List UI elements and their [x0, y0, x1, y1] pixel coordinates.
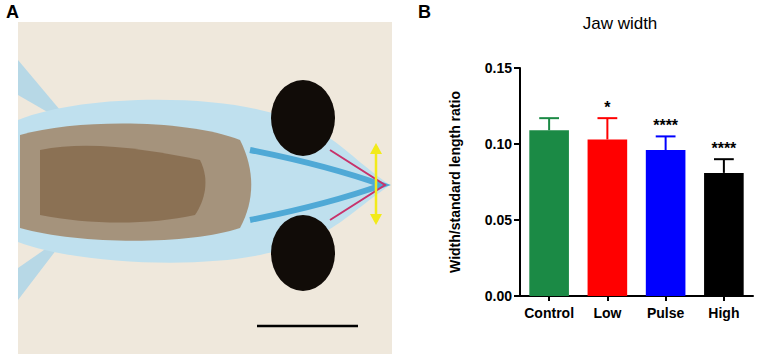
svg-text:0.00: 0.00 [485, 288, 512, 304]
svg-text:Control: Control [524, 305, 574, 321]
svg-text:Low: Low [593, 305, 621, 321]
svg-text:Pulse: Pulse [647, 305, 685, 321]
html-text:B: B [418, 2, 431, 22]
svg-text:Jaw width: Jaw width [583, 14, 658, 33]
svg-text:High: High [708, 305, 739, 321]
svg-text:Width/standard length ratio: Width/standard length ratio [447, 91, 463, 273]
svg-text:****: **** [711, 140, 737, 157]
svg-text:****: **** [653, 117, 679, 134]
html-text:A: A [6, 2, 19, 22]
svg-text:0.10: 0.10 [485, 136, 512, 152]
svg-text:*: * [604, 99, 611, 116]
svg-text:0.15: 0.15 [485, 60, 512, 76]
svg-text:0.05: 0.05 [485, 212, 512, 228]
